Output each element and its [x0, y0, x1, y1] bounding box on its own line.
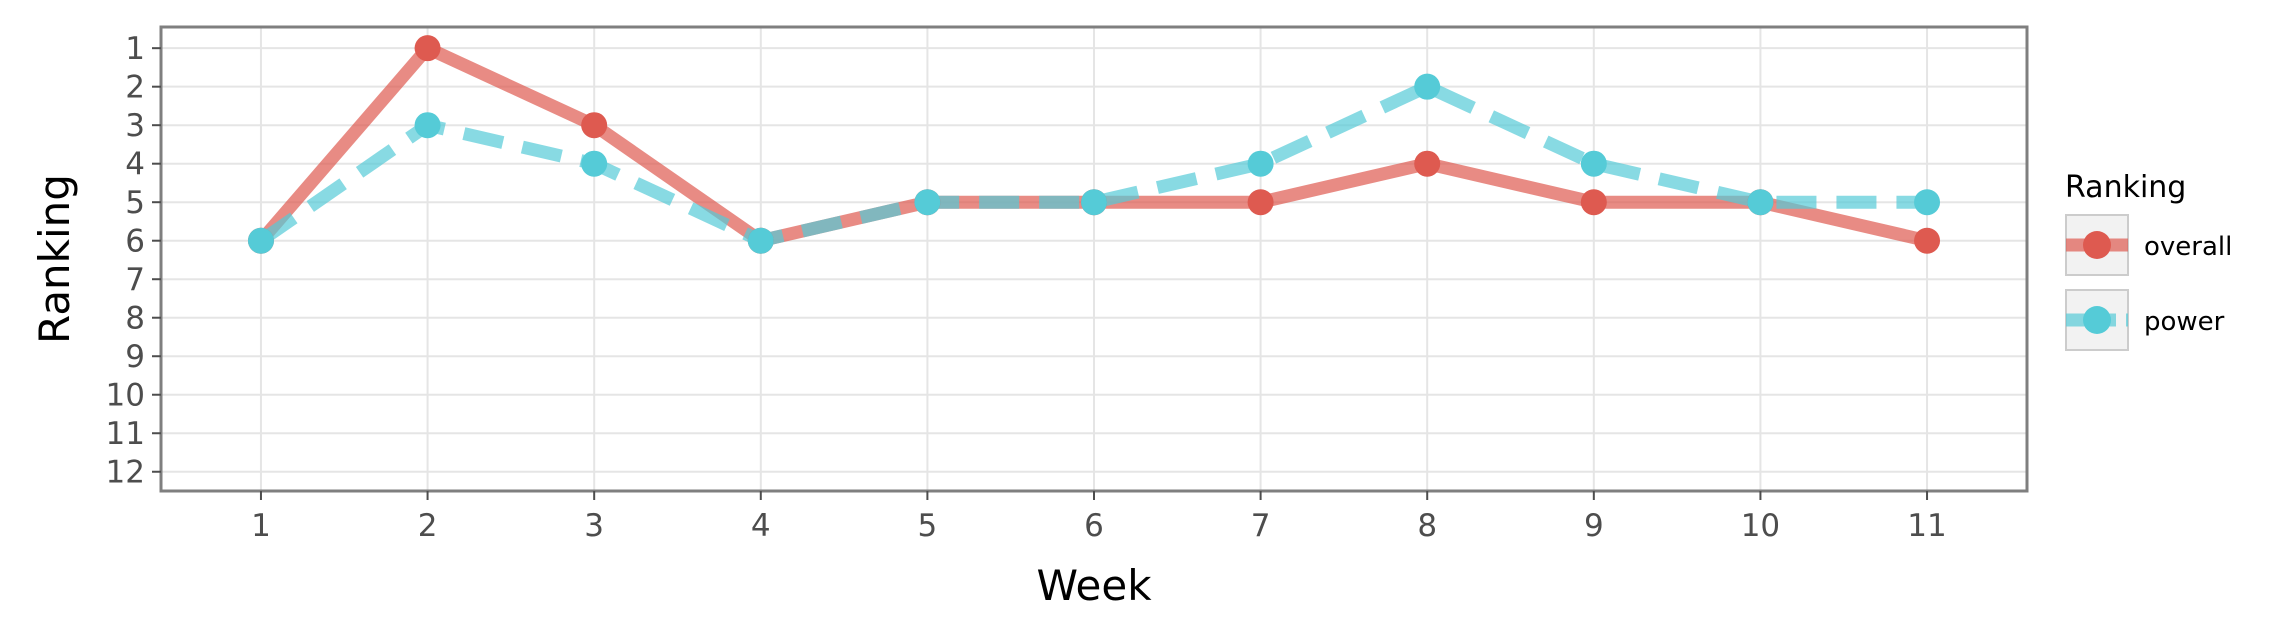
data-point-power: [1247, 150, 1274, 177]
y-tick-label: 9: [125, 339, 145, 375]
data-point-power: [747, 227, 774, 254]
legend-label-overall: overall: [2144, 232, 2232, 262]
y-tick-label: 3: [125, 108, 145, 144]
data-point-overall: [1914, 227, 1941, 254]
x-tick-label: 9: [1584, 508, 1604, 544]
x-tick-label: 11: [1907, 508, 1946, 544]
data-point-power: [1414, 73, 1441, 100]
y-tick-label: 6: [125, 224, 145, 260]
x-tick-label: 1: [251, 508, 271, 544]
data-point-power: [581, 150, 608, 177]
x-tick-label: 5: [918, 508, 938, 544]
y-axis-title: Ranking: [30, 174, 79, 344]
y-tick-label: 2: [125, 70, 145, 106]
y-tick-label: 5: [125, 185, 145, 221]
data-point-overall: [1414, 150, 1441, 177]
data-point-power: [1580, 150, 1607, 177]
y-tick-label: 11: [106, 416, 145, 452]
x-tick-label: 8: [1417, 508, 1437, 544]
data-point-power: [1081, 189, 1107, 216]
x-tick-label: 6: [1084, 508, 1104, 544]
y-tick-label: 1: [125, 31, 145, 67]
data-point-power: [1914, 189, 1941, 216]
x-tick-label: 3: [584, 508, 604, 544]
data-point-overall: [581, 112, 608, 139]
legend-point-power: [2083, 306, 2111, 334]
data-point-power: [414, 112, 441, 139]
grid: [161, 27, 2027, 491]
x-tick-label: 2: [418, 508, 438, 544]
data-point-power: [914, 189, 941, 216]
data-point-overall: [1580, 189, 1607, 216]
series-layer: [247, 35, 1941, 254]
x-axis-title: Week: [1036, 561, 1152, 610]
y-tick-label: 12: [106, 455, 145, 491]
data-point-overall: [414, 35, 441, 62]
x-tick-label: 10: [1741, 508, 1780, 544]
data-point-power: [1747, 189, 1774, 216]
x-tick-label: 4: [751, 508, 771, 544]
data-point-power: [247, 227, 274, 254]
legend: Ranking overall power: [2065, 170, 2232, 351]
legend-label-power: power: [2144, 307, 2225, 337]
legend-point-overall: [2083, 231, 2111, 259]
x-tick-label: 7: [1251, 508, 1271, 544]
y-tick-label: 7: [125, 262, 145, 298]
series-line-power: [257, 80, 1928, 248]
data-point-overall: [1247, 189, 1274, 216]
y-tick-label: 8: [125, 301, 145, 337]
legend-title: Ranking: [2065, 170, 2186, 205]
y-tick-label: 4: [125, 147, 145, 183]
y-tick-label: 10: [106, 378, 145, 414]
